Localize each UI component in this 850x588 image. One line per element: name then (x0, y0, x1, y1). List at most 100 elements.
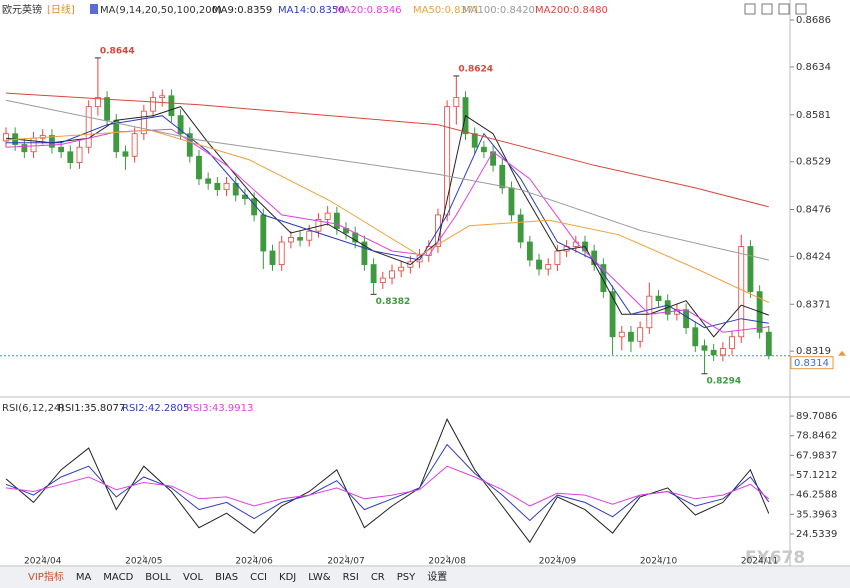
candle-body (306, 230, 313, 241)
x-tick-label: 2024/11 (741, 557, 778, 567)
candle-body (637, 327, 644, 342)
indicator: MA(9,14,20,50,100,200) (100, 5, 222, 16)
toolbar-tab[interactable]: KDJ (279, 572, 296, 583)
candle-body (21, 144, 28, 153)
legend-entry: MA20:0.8346 (335, 5, 402, 16)
legend-entry: MA200:0.8480 (535, 5, 608, 16)
legend-entry: MA14:0.8350 (278, 5, 345, 16)
candle-body (297, 237, 304, 241)
line (5, 99, 769, 261)
last-price-marker (838, 350, 846, 356)
candle-body (122, 151, 129, 157)
y-tick-label: 0.8371 (796, 299, 831, 310)
annotation: 0.8644 (100, 46, 135, 56)
candle-body (94, 97, 101, 108)
annotation: 0.8624 (458, 64, 493, 74)
line (6, 115, 769, 329)
y-tick-label: 0.8686 (796, 15, 831, 26)
toolbar-tab[interactable]: RSI (343, 572, 359, 583)
y-tick-label: 57.1212 (796, 470, 837, 481)
candle-body (186, 133, 193, 157)
legend-entry: RSI1:35.8077 (58, 403, 125, 414)
icon[interactable] (795, 3, 807, 15)
candle-body (628, 331, 634, 342)
legend-entry: RSI3:43.9913 (186, 403, 253, 414)
candle-body (692, 327, 699, 347)
y-tick-label: 0.8581 (796, 110, 831, 121)
candle-body (738, 246, 745, 338)
toolbar-tab[interactable]: MACD (103, 572, 133, 583)
candle-body (223, 182, 230, 191)
tab-bar (0, 567, 850, 588)
icon[interactable] (761, 3, 773, 15)
candle-body (453, 97, 460, 108)
last-price-box (790, 356, 834, 370)
toolbar-tab[interactable]: PSY (397, 572, 416, 583)
candle-body (159, 95, 166, 99)
rsi-title: RSI(6,12,24) (2, 403, 64, 414)
last-price-label: 0.8314 (794, 358, 829, 369)
x-tick-label: 2024/09 (539, 557, 577, 567)
line (5, 128, 769, 333)
candle-body (701, 345, 708, 351)
toolbar-tab[interactable]: VIP指标 (28, 570, 64, 583)
y-tick-label: 89.7086 (796, 411, 837, 422)
y-tick-label: 24.5339 (796, 529, 837, 540)
candle-body (196, 155, 202, 180)
candle-body (471, 133, 478, 148)
period[interactable]: [日线] (47, 3, 75, 16)
legend-entry: MA50:0.8371 (413, 5, 480, 16)
x-tick-label: 2024/05 (125, 557, 162, 567)
candle-body (333, 212, 340, 229)
x-tick-label: 2024/07 (327, 557, 364, 567)
watermark: FX678 (745, 548, 805, 568)
candle-body (480, 146, 487, 153)
x-tick-label: 2024/06 (235, 557, 273, 567)
annotation: 0.8294 (706, 376, 741, 386)
y-tick-label: 0.8319 (796, 346, 831, 357)
toolbar-tab[interactable]: CCI (250, 572, 267, 583)
toolbar-tab[interactable]: MA (76, 572, 92, 583)
toolbar-tab[interactable]: BIAS (215, 572, 238, 583)
y-tick-label: 0.8424 (796, 251, 831, 262)
candle-body (765, 331, 772, 357)
candle-body (719, 348, 726, 356)
toolbar-tab[interactable]: 设置 (427, 571, 447, 583)
annotation: 0.8382 (376, 297, 411, 307)
y-tick-label: 35.3963 (796, 509, 837, 520)
candle-body (67, 151, 74, 163)
candle-body (526, 241, 533, 261)
candle-body (389, 270, 395, 279)
candle-body (361, 241, 368, 265)
toolbar-tab[interactable]: BOLL (145, 572, 171, 583)
candle-body (370, 264, 377, 284)
y-tick-label: 67.9837 (796, 450, 837, 461)
candle-body (729, 336, 735, 349)
candle-body (499, 164, 506, 189)
candle-body (554, 250, 561, 265)
line (5, 92, 769, 208)
line (5, 129, 770, 303)
candle-body (104, 97, 111, 121)
legend-entry: RSI2:42.2805 (122, 403, 189, 414)
candle-body (379, 277, 386, 284)
toolbar-tab[interactable]: CR (371, 572, 385, 583)
x-tick-label: 2024/04 (24, 557, 62, 567)
candle-body (287, 237, 294, 243)
candle-body (131, 133, 138, 157)
icon[interactable] (778, 3, 790, 15)
icon[interactable] (744, 3, 756, 15)
candle-body (710, 349, 717, 356)
candle-body (618, 331, 625, 338)
candle-body (609, 291, 616, 338)
toolbar-tab[interactable]: VOL (183, 572, 204, 583)
candle-body (490, 151, 497, 166)
chart-title: 欧元英镑 (2, 3, 42, 16)
candle-body (747, 246, 754, 293)
candle-body (140, 110, 147, 135)
candle-body (398, 266, 405, 272)
toolbar-tab[interactable]: LW& (308, 572, 331, 583)
candle-body (113, 119, 120, 153)
candle-body (49, 135, 55, 148)
